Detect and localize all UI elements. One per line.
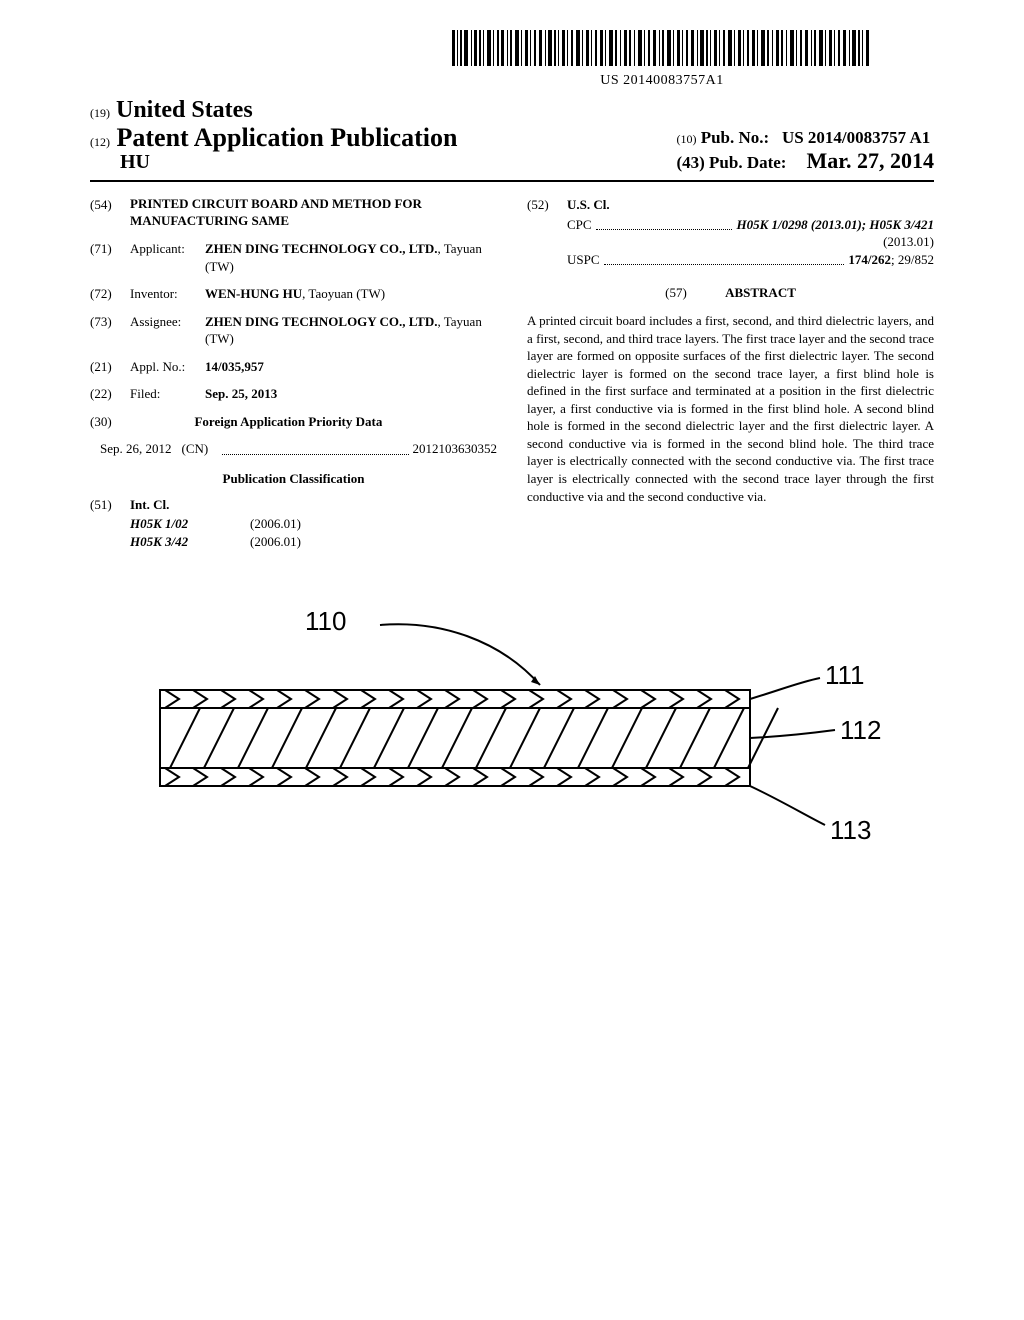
priority-heading: Foreign Application Priority Data [85, 413, 492, 431]
code-21: (21) [90, 358, 130, 376]
code-12: (12) [90, 135, 110, 149]
intcl-ver-1: (2006.01) [250, 533, 301, 551]
barcode-block: US 20140083757A1 [390, 30, 934, 89]
intcl-sym-1: H05K 3/42 [130, 533, 250, 551]
inventor-label: Inventor: [130, 285, 205, 303]
code-71: (71) [90, 240, 130, 275]
applno: 14/035,957 [205, 358, 497, 376]
invention-title: PRINTED CIRCUIT BOARD AND METHOD FOR MAN… [130, 196, 497, 230]
cpc-value: H05K 1/0298 (2013.01); H05K 3/421 [736, 216, 934, 234]
pubdate: Mar. 27, 2014 [806, 148, 934, 174]
fig-ref-112: 112 [840, 715, 881, 746]
dots-line [596, 219, 733, 230]
uscl-label: U.S. Cl. [567, 196, 610, 214]
pubno: US 2014/0083757 A1 [782, 128, 930, 147]
code-52: (52) [527, 196, 567, 214]
patent-figure: 110 111 112 113 [130, 600, 890, 885]
uspc-value: 174/262; 29/852 [848, 251, 934, 269]
code-10: (10) [676, 132, 696, 146]
priority-appno: 2012103630352 [413, 440, 498, 458]
code-73: (73) [90, 313, 130, 348]
uspc-label: USPC [567, 251, 600, 269]
inventor-loc: , Taoyuan (TW) [302, 286, 385, 301]
fig-ref-113: 113 [830, 815, 871, 846]
code-43: (43) [676, 153, 704, 172]
applno-label: Appl. No.: [130, 358, 205, 376]
code-19: (19) [90, 106, 110, 120]
applicant-label: Applicant: [130, 240, 205, 275]
filed-label: Filed: [130, 385, 205, 403]
country: United States [116, 97, 253, 123]
barcode-text: US 20140083757A1 [390, 73, 934, 89]
inventor-name: WEN-HUNG HU [205, 286, 302, 301]
inventor-header: HU [90, 151, 457, 174]
priority-country: (CN) [182, 440, 209, 458]
cpc-label: CPC [567, 216, 592, 234]
right-column: (52) U.S. Cl. CPC H05K 1/0298 (2013.01);… [527, 196, 934, 550]
fig-ref-110: 110 [305, 606, 346, 637]
abstract-text: A printed circuit board includes a first… [527, 312, 934, 505]
assignee-label: Assignee: [130, 313, 205, 348]
intcl-ver-0: (2006.01) [250, 515, 301, 533]
code-57: (57) [665, 285, 687, 300]
priority-date: Sep. 26, 2012 [100, 440, 172, 458]
header-right: (10) Pub. No.: US 2014/0083757 A1 (43) P… [676, 128, 934, 174]
dots-line [604, 254, 845, 265]
code-54: (54) [90, 196, 130, 230]
code-22: (22) [90, 385, 130, 403]
assignee-name: ZHEN DING TECHNOLOGY CO., LTD. [205, 314, 437, 329]
header-left: (19) United States (12) Patent Applicati… [90, 97, 457, 174]
header: (19) United States (12) Patent Applicati… [90, 97, 934, 182]
doc-type: Patent Application Publication [117, 123, 458, 152]
filed-date: Sep. 25, 2013 [205, 385, 497, 403]
abstract-heading: ABSTRACT [725, 285, 796, 300]
body-columns: (54) PRINTED CIRCUIT BOARD AND METHOD FO… [90, 196, 934, 550]
barcode [452, 30, 872, 66]
fig-ref-111: 111 [825, 660, 865, 691]
cpc-tail: (2013.01) [567, 233, 934, 251]
pubclass-heading: Publication Classification [90, 470, 497, 488]
intcl-sym-0: H05K 1/02 [130, 515, 250, 533]
pubdate-label: Pub. Date: [709, 153, 786, 172]
left-column: (54) PRINTED CIRCUIT BOARD AND METHOD FO… [90, 196, 497, 550]
dots-line [222, 444, 408, 455]
applicant-name: ZHEN DING TECHNOLOGY CO., LTD. [205, 241, 437, 256]
intcl-label: Int. Cl. [130, 496, 169, 514]
code-72: (72) [90, 285, 130, 303]
code-51: (51) [90, 496, 130, 514]
pubno-label: Pub. No.: [701, 128, 769, 147]
